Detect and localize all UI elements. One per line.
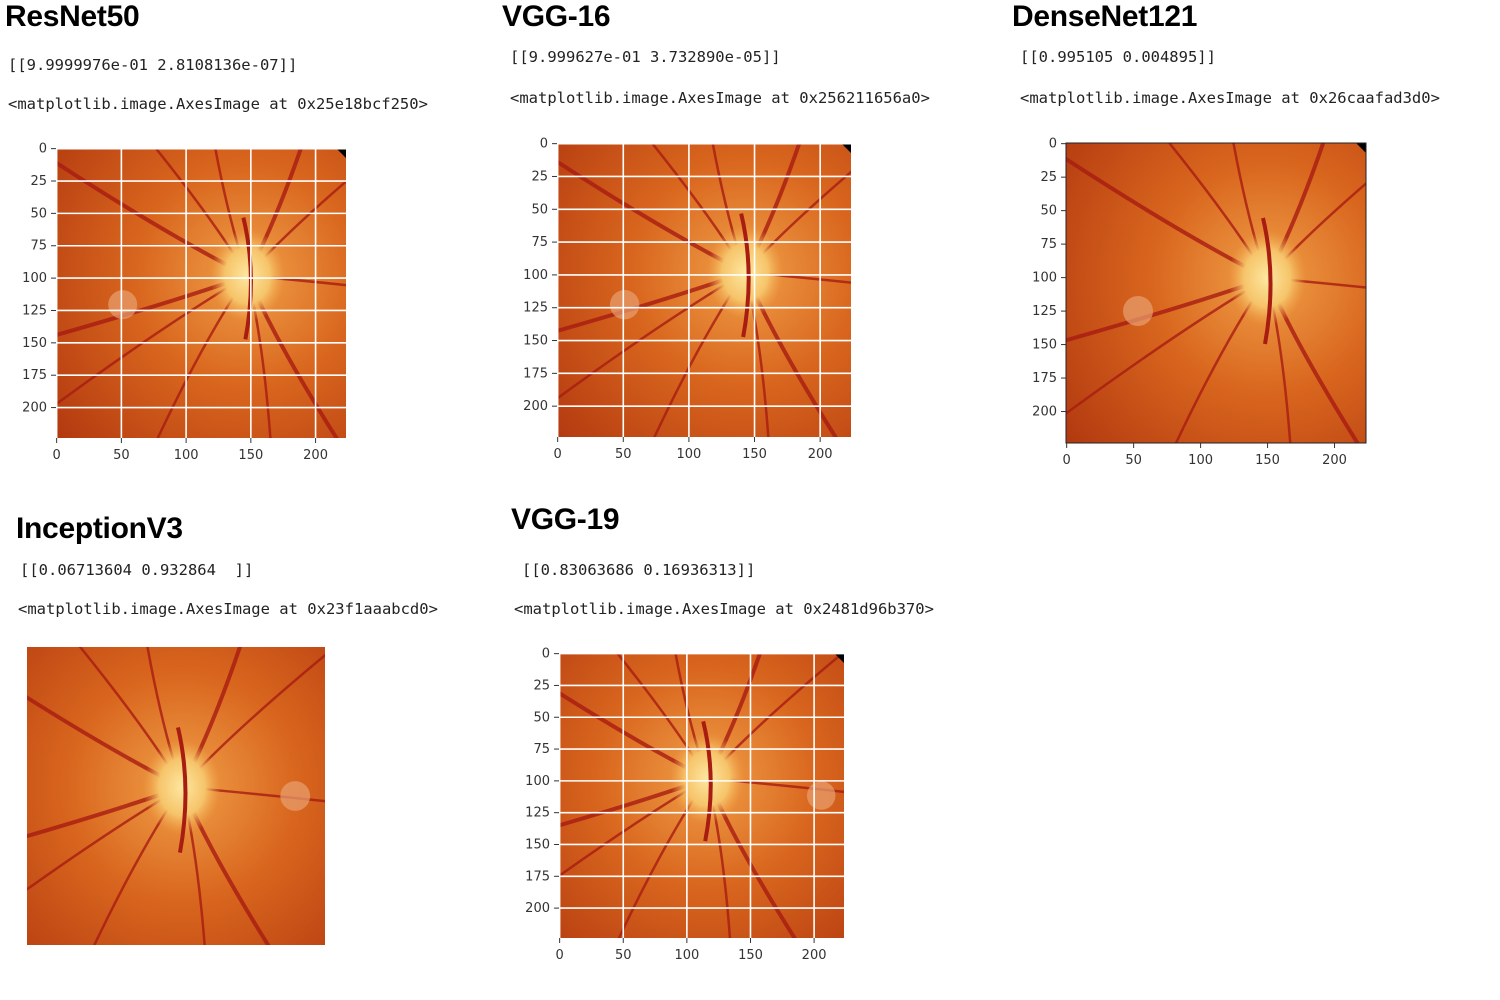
x-tick-label: 150 [238,448,263,463]
fundus-image [27,647,325,945]
y-tick-label: 125 [22,303,47,318]
y-tick-label: 200 [22,401,47,416]
x-tick-label: 0 [1063,453,1071,468]
prediction-output: [[0.83063686 0.16936313]] [522,561,756,579]
model-title: ResNet50 [5,0,140,33]
prediction-output: [[0.995105 0.004895]] [1020,48,1216,66]
model-title: VGG-19 [511,503,620,536]
x-tick-label: 150 [738,948,763,963]
y-tick-label: 200 [523,399,548,414]
y-tick-label: 75 [30,239,47,254]
x-tick-label: 100 [1188,453,1213,468]
prediction-output: [[0.06713604 0.932864 ]] [20,561,254,579]
fundus-image [559,653,844,938]
y-tick-label: 125 [525,806,550,821]
y-tick-label: 0 [542,647,550,662]
y-tick-label: 50 [531,202,548,217]
x-tick-label: 50 [615,948,632,963]
y-tick-label: 0 [1049,137,1057,152]
x-tick-label: 0 [555,948,563,963]
y-tick-label: 25 [30,174,47,189]
y-tick-label: 125 [1032,304,1057,319]
x-tick-label: 100 [676,447,701,462]
x-tick-label: 150 [1255,453,1280,468]
y-tick-label: 75 [533,742,550,757]
y-tick-label: 200 [1032,405,1057,420]
y-tick-label: 150 [22,336,47,351]
model-title: InceptionV3 [16,512,183,545]
y-tick-label: 200 [525,901,550,916]
fundus-image [557,143,851,437]
axes-image-repr: <matplotlib.image.AxesImage at 0x2481d96… [514,600,934,618]
x-tick-label: 200 [802,948,827,963]
y-tick-label: 100 [22,271,47,286]
y-tick-label: 100 [525,774,550,789]
prediction-output: [[9.9999976e-01 2.8108136e-07]] [8,56,298,74]
y-tick-label: 150 [523,334,548,349]
y-tick-label: 75 [1040,237,1057,252]
x-tick-label: 100 [174,448,199,463]
x-tick-label: 50 [615,447,632,462]
y-tick-label: 75 [531,235,548,250]
fundus-image [1066,143,1366,443]
prediction-output: [[9.999627e-01 3.732890e-05]] [510,48,781,66]
y-tick-label: 175 [525,869,550,884]
fundus-image [56,148,346,438]
model-title: VGG-16 [502,0,611,33]
x-tick-label: 150 [742,447,767,462]
x-tick-label: 0 [53,448,61,463]
axes-image-repr: <matplotlib.image.AxesImage at 0x2562116… [510,89,930,107]
x-tick-label: 200 [1322,453,1347,468]
y-tick-label: 25 [533,678,550,693]
model-title: DenseNet121 [1012,0,1198,33]
y-tick-label: 0 [39,142,47,157]
x-tick-label: 0 [554,447,562,462]
axes-image-repr: <matplotlib.image.AxesImage at 0x23f1aaa… [18,600,438,618]
x-tick-label: 200 [303,448,328,463]
y-tick-label: 0 [540,137,548,152]
y-tick-label: 50 [533,710,550,725]
y-tick-label: 100 [523,268,548,283]
x-tick-label: 200 [808,447,833,462]
axes-image-repr: <matplotlib.image.AxesImage at 0x25e18bc… [8,95,428,113]
y-tick-label: 25 [1040,170,1057,185]
x-tick-label: 100 [674,948,699,963]
y-tick-label: 50 [30,206,47,221]
y-tick-label: 125 [523,301,548,316]
axes-image-repr: <matplotlib.image.AxesImage at 0x26caafa… [1020,89,1440,107]
y-tick-label: 100 [1032,271,1057,286]
y-tick-label: 175 [523,366,548,381]
y-tick-label: 150 [525,837,550,852]
x-tick-label: 50 [113,448,130,463]
y-tick-label: 50 [1040,204,1057,219]
y-tick-label: 150 [1032,338,1057,353]
x-tick-label: 50 [1125,453,1142,468]
y-tick-label: 175 [22,368,47,383]
y-tick-label: 175 [1032,371,1057,386]
y-tick-label: 25 [531,169,548,184]
